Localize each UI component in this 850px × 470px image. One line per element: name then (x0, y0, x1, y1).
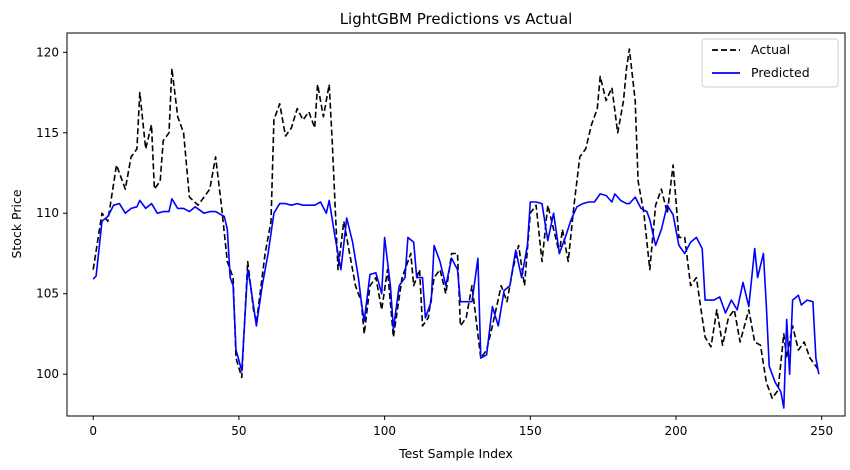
y-tick-label: 105 (36, 287, 59, 301)
series-layer (92, 48, 820, 409)
legend-box (701, 38, 839, 88)
series-line-predicted (92, 193, 820, 409)
y-axis-label: Stock Price (9, 189, 24, 258)
legend-actual-label: Actual (751, 42, 790, 57)
x-axis-label: Test Sample Index (398, 446, 513, 461)
legend-predicted-label: Predicted (751, 65, 810, 80)
y-tick-label: 110 (36, 206, 59, 220)
plot-area (66, 32, 846, 417)
y-tick-label: 100 (36, 367, 59, 381)
x-tick-label: 150 (519, 424, 542, 438)
y-axis: 100 105 110 115 120 (36, 45, 67, 381)
x-tick-label: 0 (89, 424, 97, 438)
x-tick-label: 250 (810, 424, 833, 438)
x-axis: 0 50 100 150 200 250 (89, 416, 833, 438)
axes-frame (66, 32, 846, 417)
x-tick-label: 200 (665, 424, 688, 438)
x-tick-label: 50 (231, 424, 246, 438)
chart-title: LightGBM Predictions vs Actual (340, 10, 573, 28)
x-tick-label: 100 (373, 424, 396, 438)
y-tick-label: 115 (36, 126, 59, 140)
y-tick-label: 120 (36, 45, 59, 59)
legend: Actual Predicted (701, 38, 839, 88)
